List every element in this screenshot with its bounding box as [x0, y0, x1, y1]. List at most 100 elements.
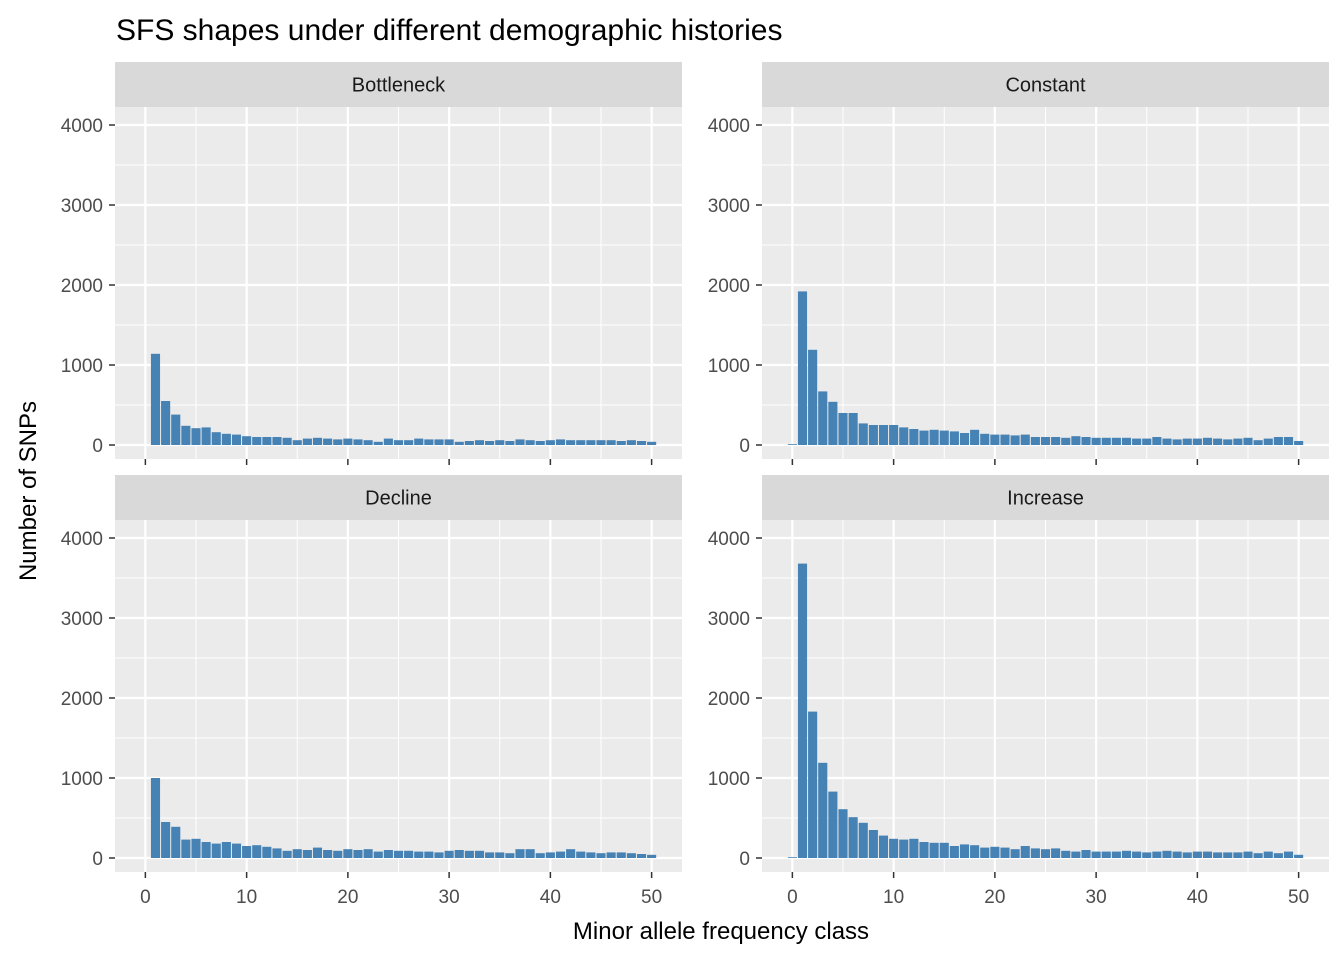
bar	[161, 822, 171, 858]
bar	[980, 847, 990, 858]
y-tick-label: 3000	[61, 609, 103, 630]
bar	[1121, 850, 1132, 858]
bar	[252, 437, 262, 445]
bar	[414, 851, 424, 858]
bar	[616, 441, 626, 445]
bar	[1263, 851, 1273, 858]
facet-strip	[762, 475, 1329, 520]
bar	[878, 425, 889, 445]
bar	[858, 423, 868, 445]
bar	[474, 440, 485, 445]
y-tick-label: 0	[92, 849, 103, 870]
facet-strip	[762, 62, 1329, 107]
bar	[282, 850, 292, 858]
bar	[1223, 439, 1233, 445]
bar	[868, 830, 878, 858]
bar	[1030, 848, 1040, 858]
bar	[353, 850, 363, 858]
bar	[545, 440, 555, 445]
bar	[353, 439, 363, 445]
chart-title: SFS shapes under different demographic h…	[116, 14, 783, 47]
bar	[899, 427, 909, 445]
bar	[1061, 850, 1071, 858]
bar	[242, 436, 252, 445]
bar	[1192, 438, 1202, 445]
bar	[929, 429, 939, 445]
y-axis-title: Number of SNPs	[15, 401, 42, 581]
y-tick-label: 1000	[61, 769, 103, 790]
bar	[647, 441, 657, 445]
bar	[181, 839, 191, 858]
bar	[545, 852, 555, 858]
x-tick-label: 50	[1288, 887, 1309, 908]
bar	[1040, 437, 1051, 445]
bar	[1051, 437, 1061, 445]
bar	[959, 433, 970, 445]
bar	[555, 439, 566, 445]
bar	[333, 850, 343, 858]
facet-strip-label: Decline	[365, 488, 432, 510]
bar	[1202, 851, 1213, 858]
x-tick-label: 10	[236, 887, 257, 908]
bar	[576, 440, 586, 445]
bar	[1233, 852, 1243, 858]
bar	[797, 291, 808, 445]
bar	[555, 851, 566, 858]
bar	[1101, 437, 1111, 445]
bar	[1121, 437, 1132, 445]
bar	[929, 842, 939, 858]
bar	[828, 401, 838, 445]
x-tick-label: 20	[337, 887, 358, 908]
y-tick-label: 2000	[61, 276, 103, 297]
y-tick-label: 2000	[708, 276, 750, 297]
bar	[363, 440, 373, 445]
bar	[1111, 851, 1121, 858]
bar	[838, 413, 848, 445]
bar	[1172, 851, 1182, 858]
bar	[1273, 853, 1283, 858]
y-tick-label: 3000	[708, 196, 750, 217]
facet-strip	[115, 475, 682, 520]
x-tick-label: 30	[1086, 887, 1107, 908]
bar	[535, 441, 545, 445]
bar	[201, 427, 211, 445]
facet-bottleneck: Bottleneck 0 1000 2000 3000 4000	[61, 62, 682, 465]
bar	[1162, 850, 1172, 858]
bar	[1111, 437, 1121, 445]
bar	[1142, 438, 1152, 445]
bar	[211, 432, 221, 445]
bar	[525, 849, 535, 858]
bar	[1253, 440, 1263, 445]
bar	[868, 425, 878, 445]
bar	[1132, 851, 1142, 858]
bar	[272, 437, 282, 445]
bar	[1182, 438, 1192, 445]
x-tick-label: 40	[540, 887, 561, 908]
bar	[211, 843, 221, 858]
bar	[970, 429, 980, 445]
facet-strip-label: Bottleneck	[352, 75, 446, 97]
y-tick-label: 4000	[61, 116, 103, 137]
bar	[171, 826, 181, 858]
bar	[1273, 437, 1283, 445]
y-tick-label: 3000	[61, 196, 103, 217]
bar	[1142, 852, 1152, 858]
bar	[323, 850, 333, 858]
bar	[444, 439, 454, 445]
bar	[808, 711, 818, 858]
bar	[939, 842, 949, 858]
bar	[1081, 437, 1091, 445]
bar	[302, 850, 312, 858]
bar	[181, 425, 191, 445]
bar	[586, 440, 596, 445]
bar	[1283, 851, 1294, 858]
bar	[201, 842, 211, 858]
bar	[343, 438, 353, 445]
bar	[919, 842, 929, 858]
facet-decline: Decline 0 1000 2000 3000 4000 0 10 20 30 40 50	[61, 475, 682, 908]
bar	[1091, 851, 1101, 858]
bar	[373, 441, 383, 445]
bar	[858, 822, 868, 858]
bar	[474, 850, 485, 858]
